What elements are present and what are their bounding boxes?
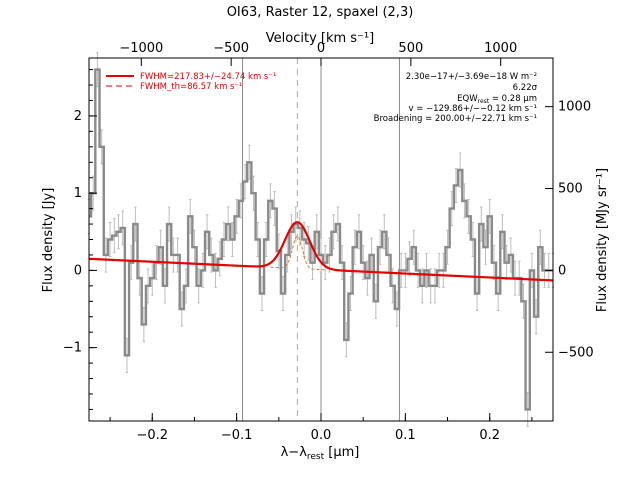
legend: FWHM=217.83+/−24.74 km s⁻¹ FWHM_th=86.57…: [106, 72, 276, 92]
v-tick-label: −500: [213, 41, 249, 56]
x-tick-label: −0.1: [221, 428, 253, 443]
annotation-broadening: Broadening = 200.00+/−22.71 km s⁻¹: [374, 114, 537, 124]
v-tick-label: 0: [317, 41, 325, 56]
x-axis-label: λ−λrest [μm]: [281, 445, 360, 462]
annotations: 2.30e−17+/−3.69e−18 W m⁻² 6.22σ EQWrest …: [374, 72, 538, 124]
annotation-sigma: 6.22σ: [513, 83, 538, 93]
fit-line: [89, 221, 553, 282]
v-tick-label: −1000: [119, 41, 163, 56]
annotation-velocity: v = −129.86+/−−0.12 km s⁻¹: [408, 104, 537, 114]
x-tick-label: 0.2: [479, 428, 500, 443]
y-tick-label: 0: [74, 263, 82, 278]
y-axis-label-left: Flux density [Jy]: [41, 188, 56, 293]
spectrum-line: [89, 68, 553, 411]
r-tick-label: 500: [558, 182, 583, 197]
x-tick-label: −0.2: [136, 428, 168, 443]
chart-title: OI63, Raster 12, spaxel (2,3): [227, 5, 414, 20]
annotation-eqw: EQWrest = 0.28 μm: [457, 94, 537, 105]
r-tick-label: 1000: [558, 100, 591, 115]
r-tick-label: −500: [558, 345, 594, 360]
x-tick-label: 0.1: [395, 428, 416, 443]
legend-label-fwhm: FWHM=217.83+/−24.74 km s⁻¹: [140, 72, 276, 82]
y-tick-label: −1: [63, 341, 82, 356]
v-tick-label: 500: [398, 41, 423, 56]
top-axis-label: Velocity [km s⁻¹]: [266, 31, 374, 46]
y-tick-label: 2: [74, 109, 82, 124]
r-tick-label: 0: [558, 263, 566, 278]
x-tick-label: 0.0: [311, 428, 332, 443]
v-tick-label: 1000: [484, 41, 517, 56]
legend-label-fwhm-th: FWHM_th=86.57 km s⁻¹: [140, 82, 242, 92]
annotation-flux: 2.30e−17+/−3.69e−18 W m⁻²: [406, 72, 537, 82]
y-tick-label: 1: [74, 186, 82, 201]
y-axis-label-right: Flux density [MJy sr⁻¹]: [595, 168, 610, 312]
